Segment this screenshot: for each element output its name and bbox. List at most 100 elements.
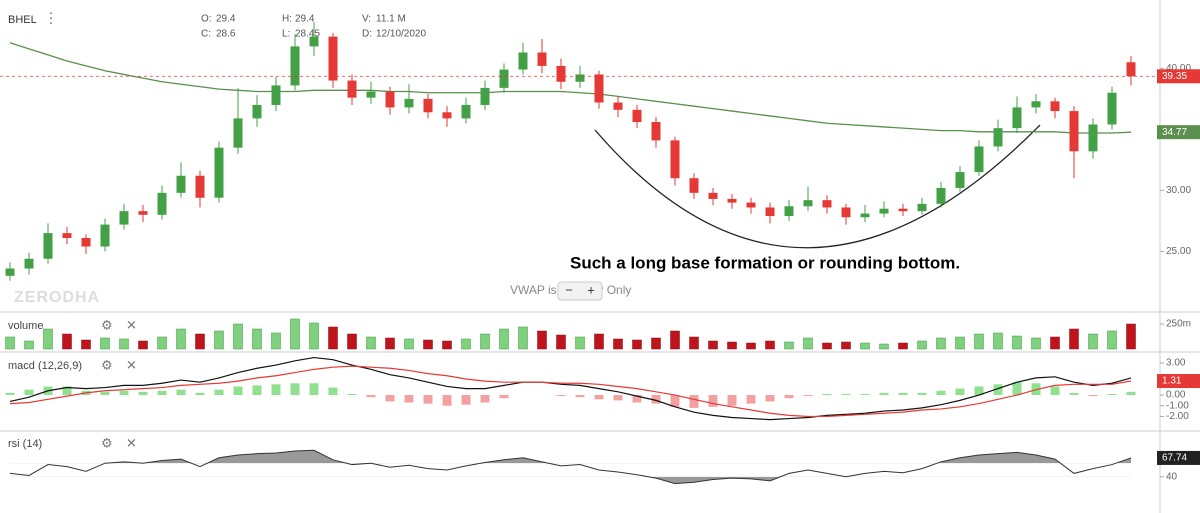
price-label: 39.35 bbox=[1162, 71, 1187, 82]
close-icon[interactable]: ✕ bbox=[126, 435, 137, 450]
candle-body bbox=[936, 187, 946, 204]
histogram-bar bbox=[1088, 395, 1098, 397]
candle-body bbox=[518, 52, 528, 70]
histogram-bar bbox=[138, 391, 148, 396]
volume-bar bbox=[271, 332, 281, 350]
settings-icon[interactable]: ⚙ bbox=[101, 317, 113, 332]
histogram-bar bbox=[765, 395, 775, 402]
histogram-bar bbox=[974, 386, 984, 396]
histogram-bar bbox=[860, 393, 870, 396]
histogram-bar bbox=[499, 395, 509, 399]
volume-bar bbox=[784, 341, 794, 350]
volume-bar bbox=[480, 333, 490, 350]
volume-bar bbox=[765, 340, 775, 350]
settings-icon[interactable]: ⚙ bbox=[101, 357, 113, 372]
y-tick-label: 25.00 bbox=[1166, 246, 1191, 257]
candle-body bbox=[499, 69, 509, 88]
histogram-bar bbox=[271, 384, 281, 396]
volume-bar bbox=[651, 337, 661, 350]
candle-body bbox=[214, 147, 224, 198]
volume-bar bbox=[518, 326, 528, 350]
close-icon[interactable]: ✕ bbox=[126, 317, 137, 332]
volume-bar bbox=[1050, 336, 1060, 350]
volume-bar bbox=[176, 328, 186, 350]
histogram-bar bbox=[670, 395, 680, 407]
symbol: BHEL bbox=[8, 14, 37, 26]
y-tick-label: -1.00 bbox=[1166, 400, 1189, 411]
candle-body bbox=[765, 207, 775, 217]
volume-bar bbox=[1126, 323, 1136, 350]
ohlc-label: V: bbox=[362, 14, 371, 25]
zoom-box bbox=[557, 281, 603, 301]
candle-body bbox=[803, 200, 813, 207]
histogram-bar bbox=[480, 395, 490, 403]
volume-bar bbox=[917, 340, 927, 350]
settings-icon[interactable]: ⚙ bbox=[101, 435, 113, 450]
y-tick-label: -2.00 bbox=[1166, 411, 1189, 422]
y-tick-label: 40 bbox=[1166, 471, 1178, 482]
y-tick-label: 40.00 bbox=[1166, 63, 1191, 74]
histogram-bar bbox=[708, 395, 718, 407]
price-label-box bbox=[1157, 125, 1200, 140]
rsi-line bbox=[9, 449, 1132, 485]
watermark: ZERODHA bbox=[14, 289, 100, 306]
histogram-bar bbox=[24, 389, 34, 396]
volume-bar bbox=[404, 338, 414, 350]
candle-body bbox=[841, 207, 851, 218]
ohlc-value: 29.4 bbox=[295, 14, 315, 25]
candle-body bbox=[1107, 92, 1117, 125]
volume-bar bbox=[803, 337, 813, 350]
candle-body bbox=[1050, 101, 1060, 112]
candle-body bbox=[62, 233, 72, 238]
menu-icon[interactable]: ⋮ bbox=[44, 10, 58, 26]
volume-bar bbox=[689, 336, 699, 350]
histogram-bar bbox=[176, 389, 186, 396]
volume-bar bbox=[309, 322, 319, 350]
volume-bar bbox=[499, 328, 509, 350]
candle-body bbox=[24, 258, 34, 269]
zoom-in[interactable]: + bbox=[587, 282, 595, 297]
rsi-fill-upper bbox=[10, 450, 1131, 464]
panel-title: rsi (14) bbox=[8, 438, 42, 450]
volume-bar bbox=[822, 342, 832, 350]
volume-bar bbox=[5, 336, 15, 350]
candle-body bbox=[670, 140, 680, 179]
candle-body bbox=[423, 98, 433, 113]
annotation: Such a long base formation or rounding b… bbox=[570, 253, 960, 272]
volume-bar bbox=[936, 337, 946, 350]
histogram-bar bbox=[784, 395, 794, 399]
candle-body bbox=[1088, 124, 1098, 152]
close-icon[interactable]: ✕ bbox=[126, 357, 137, 372]
candle-body bbox=[1012, 107, 1022, 129]
price-label: 34.77 bbox=[1162, 127, 1187, 138]
histogram-bar bbox=[5, 392, 15, 396]
volume-bar bbox=[328, 326, 338, 350]
volume-bar bbox=[993, 332, 1003, 350]
histogram-bar bbox=[689, 395, 699, 408]
candle-body bbox=[176, 175, 186, 193]
histogram-bar bbox=[651, 395, 661, 404]
panel-title: volume bbox=[8, 320, 43, 332]
candle-body bbox=[784, 206, 794, 217]
histogram-bar bbox=[727, 395, 737, 406]
histogram-bar bbox=[461, 395, 471, 405]
histogram-bar bbox=[613, 395, 623, 401]
moving-average bbox=[9, 42, 1132, 134]
candle-body bbox=[822, 200, 832, 208]
histogram-bar bbox=[195, 392, 205, 396]
histogram-bar bbox=[1126, 391, 1136, 396]
candle-body bbox=[974, 146, 984, 173]
price-label: 1.31 bbox=[1162, 376, 1182, 387]
price-label-box bbox=[1157, 69, 1200, 84]
candle-body bbox=[556, 65, 566, 82]
histogram-bar bbox=[119, 390, 129, 396]
candle-body bbox=[157, 192, 167, 215]
candle-body bbox=[290, 46, 300, 86]
candle-body bbox=[1031, 101, 1041, 108]
candle-body bbox=[955, 172, 965, 188]
zoom-out[interactable]: − bbox=[565, 282, 573, 297]
candle-body bbox=[632, 109, 642, 123]
volume-bar bbox=[974, 333, 984, 350]
ohlc-value: 28.45 bbox=[295, 29, 320, 40]
